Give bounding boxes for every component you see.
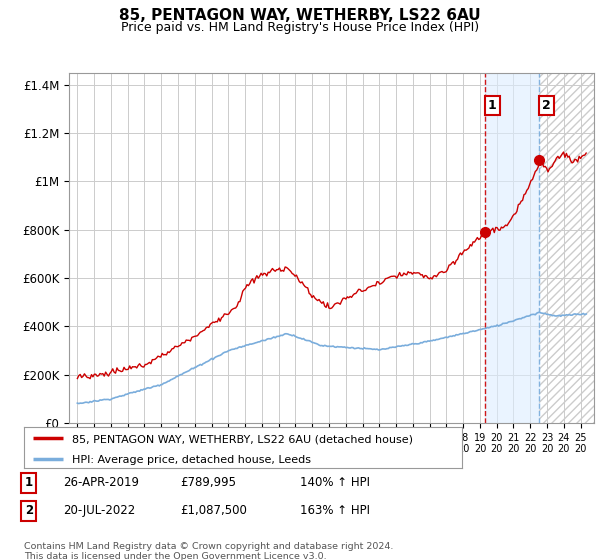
Text: 1: 1	[25, 476, 33, 489]
Text: 2: 2	[25, 504, 33, 517]
Bar	[539, 73, 594, 423]
Text: 26-APR-2019: 26-APR-2019	[63, 476, 139, 489]
Text: £1,087,500: £1,087,500	[180, 504, 247, 517]
Text: Contains HM Land Registry data © Crown copyright and database right 2024.
This d: Contains HM Land Registry data © Crown c…	[24, 542, 394, 560]
Text: 85, PENTAGON WAY, WETHERBY, LS22 6AU (detached house): 85, PENTAGON WAY, WETHERBY, LS22 6AU (de…	[72, 435, 413, 445]
Bar	[539, 73, 594, 423]
Text: 163% ↑ HPI: 163% ↑ HPI	[300, 504, 370, 517]
Text: HPI: Average price, detached house, Leeds: HPI: Average price, detached house, Leed…	[72, 455, 311, 465]
Text: 20-JUL-2022: 20-JUL-2022	[63, 504, 135, 517]
Bar	[485, 73, 539, 423]
Text: 2: 2	[542, 99, 551, 112]
Text: 85, PENTAGON WAY, WETHERBY, LS22 6AU: 85, PENTAGON WAY, WETHERBY, LS22 6AU	[119, 8, 481, 24]
Text: 1: 1	[488, 99, 497, 112]
Text: £789,995: £789,995	[180, 476, 236, 489]
Text: Price paid vs. HM Land Registry's House Price Index (HPI): Price paid vs. HM Land Registry's House …	[121, 21, 479, 34]
Text: 140% ↑ HPI: 140% ↑ HPI	[300, 476, 370, 489]
